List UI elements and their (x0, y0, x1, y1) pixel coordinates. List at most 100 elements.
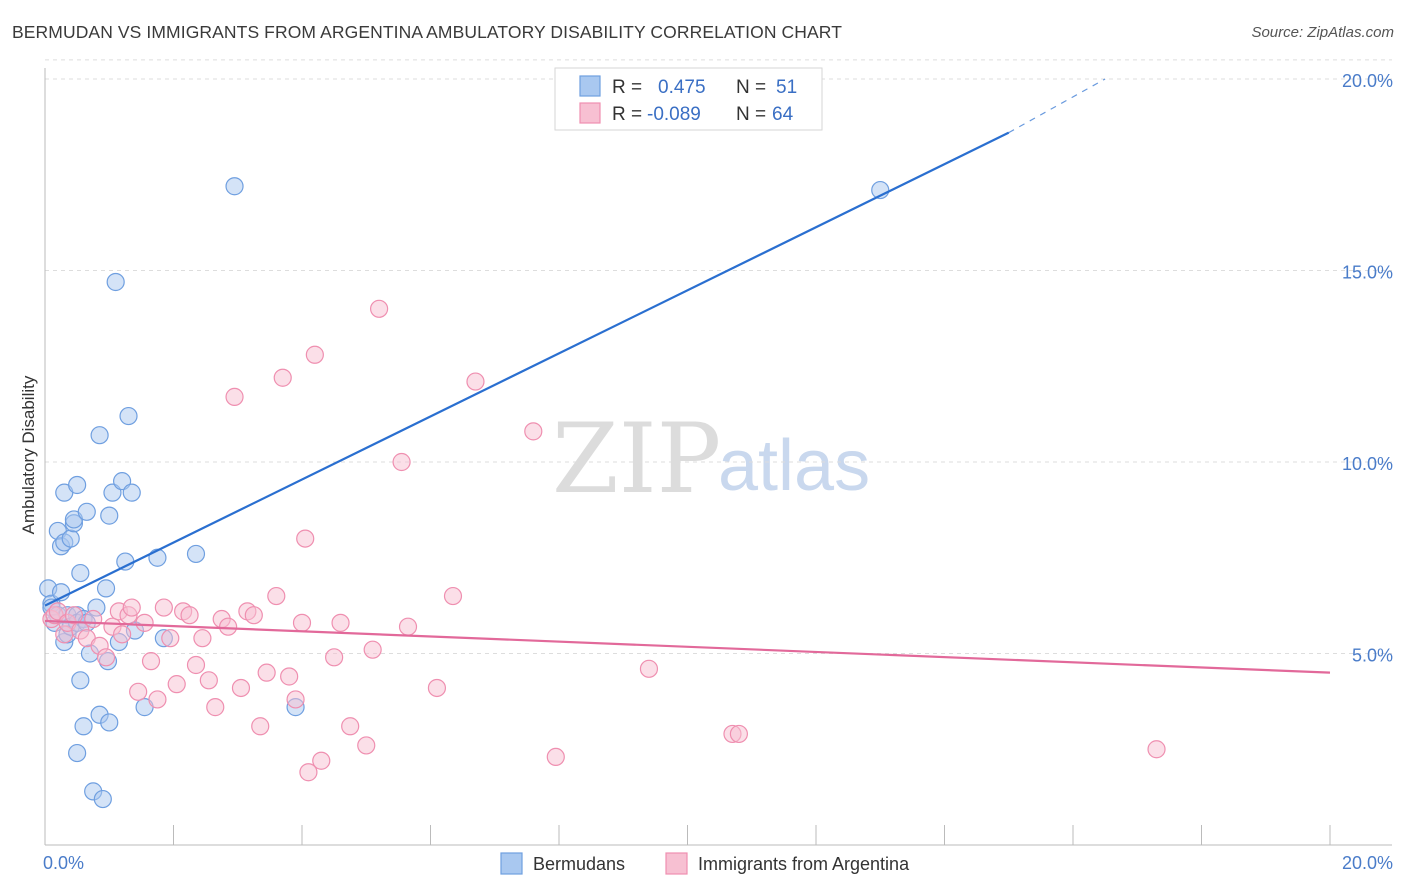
argentina-point-57 (524, 422, 543, 441)
argentina-trend-line (44, 619, 1331, 674)
source-label: Source: ZipAtlas.com (1251, 24, 1394, 41)
argentina-point-30 (219, 617, 238, 636)
axes (44, 68, 1392, 846)
bermudans-point-32 (93, 789, 112, 809)
argentina-point-34 (244, 606, 263, 625)
argentina-point-55 (443, 586, 463, 606)
argentina-point-37 (267, 586, 286, 606)
bermudans-point-48 (186, 544, 206, 564)
argentina-point-46 (325, 648, 344, 667)
legend-r-value-1: 0.475 (658, 77, 706, 98)
trend-lines (44, 78, 1331, 674)
argentina-point-50 (363, 640, 382, 659)
legend-r-label-2: R = (612, 104, 642, 125)
bermudans-point-21 (71, 671, 90, 690)
argentina-point-36 (257, 663, 276, 682)
argentina-point-26 (193, 629, 212, 648)
argentina-point-21 (161, 629, 180, 648)
stats-legend: R = 0.475 N = 51 R = -0.089 N = 64 (554, 67, 823, 131)
argentina-point-35 (251, 717, 270, 736)
argentina-point-39 (280, 667, 299, 686)
argentina-point-28 (206, 698, 225, 717)
argentina-point-49 (357, 736, 376, 755)
bermudans-point-46 (148, 548, 167, 567)
argentina-point-42 (296, 529, 315, 548)
y-tick-labels: 5.0% 10.0% 15.0% 20.0% (1342, 71, 1393, 666)
argentina-point-32 (231, 678, 251, 698)
argentina-point-13 (112, 625, 132, 644)
watermark-zip: ZIP (552, 403, 721, 515)
argentina-points (42, 299, 1166, 782)
argentina-point-51 (370, 299, 389, 318)
series-legend: Bermudans Immigrants from Argentina (500, 852, 910, 875)
argentina-point-48 (341, 717, 360, 736)
y-axis-title: Ambulatory Disability (19, 375, 38, 534)
chart-title: BERMUDAN VS IMMIGRANTS FROM ARGENTINA AM… (12, 22, 843, 42)
argentina-point-54 (427, 678, 447, 698)
bermudans-point-22 (71, 563, 90, 583)
argentina-point-5 (64, 606, 84, 625)
legend-n-value-2: 64 (772, 104, 794, 125)
bermudans-point-36 (100, 506, 119, 525)
y-tick-label-0: 5.0% (1352, 646, 1393, 666)
bermudans-point-19 (68, 743, 87, 763)
bermudans-point-33 (96, 579, 116, 598)
argentina-point-15 (122, 598, 141, 617)
argentina-point-22 (167, 675, 186, 694)
bottom-legend-swatch-bermudans (500, 852, 523, 875)
argentina-point-31 (225, 387, 244, 406)
argentina-point-20 (154, 598, 173, 617)
legend-swatch-bermudans (579, 75, 601, 97)
bermudans-point-49 (225, 177, 244, 196)
bermudans-point-31 (90, 426, 109, 445)
bottom-legend-swatch-argentina (665, 852, 688, 875)
legend-n-label-1: N = (736, 77, 766, 98)
bermudans-point-42 (119, 406, 138, 426)
y-tick-label-1: 10.0% (1342, 454, 1393, 474)
bermudans-point-38 (106, 272, 125, 292)
argentina-point-56 (466, 372, 485, 391)
argentina-point-40 (286, 690, 305, 709)
argentina-point-58 (546, 747, 565, 767)
bottom-legend-argentina: Immigrants from Argentina (698, 854, 910, 874)
bermudans-point-43 (122, 483, 141, 502)
argentina-point-19 (148, 690, 167, 709)
bermudans-point-17 (68, 475, 87, 495)
argentina-point-25 (186, 655, 206, 675)
argentina-point-10 (96, 648, 116, 667)
y-tick-label-3: 20.0% (1342, 71, 1393, 91)
argentina-point-16 (129, 682, 148, 701)
argentina-point-24 (180, 606, 199, 625)
bottom-legend-bermudans: Bermudans (533, 854, 625, 874)
argentina-point-27 (199, 671, 218, 690)
argentina-point-44 (305, 345, 324, 364)
x-tick-label-1: 20.0% (1342, 853, 1393, 873)
x-tick-labels: 0.0% 20.0% (43, 853, 1393, 873)
argentina-point-45 (312, 751, 331, 770)
legend-swatch-argentina (579, 102, 601, 124)
argentina-point-8 (84, 609, 103, 629)
argentina-point-61 (729, 724, 749, 744)
argentina-point-18 (141, 652, 161, 671)
argentina-point-17 (135, 613, 154, 632)
bermudans-trend-extension (1008, 78, 1106, 134)
legend-r-value-2: -0.089 (647, 104, 701, 125)
bermudans-point-14 (61, 529, 80, 548)
argentina-point-59 (639, 659, 659, 678)
watermark-atlas: atlas (718, 426, 870, 506)
y-tick-label-2: 15.0% (1342, 263, 1393, 283)
bermudans-point-41 (116, 552, 135, 571)
argentina-point-38 (273, 368, 292, 387)
argentina-point-62 (1147, 740, 1166, 759)
argentina-point-53 (398, 617, 418, 636)
argentina-point-47 (331, 613, 350, 632)
legend-r-label-1: R = (612, 77, 642, 98)
bermudans-point-23 (74, 717, 93, 736)
argentina-point-52 (392, 452, 411, 472)
argentina-point-41 (292, 613, 312, 632)
bermudans-point-25 (77, 502, 96, 521)
legend-n-label-2: N = (736, 104, 766, 125)
bermudans-point-35 (100, 713, 119, 732)
grid-lines (45, 59, 1392, 654)
